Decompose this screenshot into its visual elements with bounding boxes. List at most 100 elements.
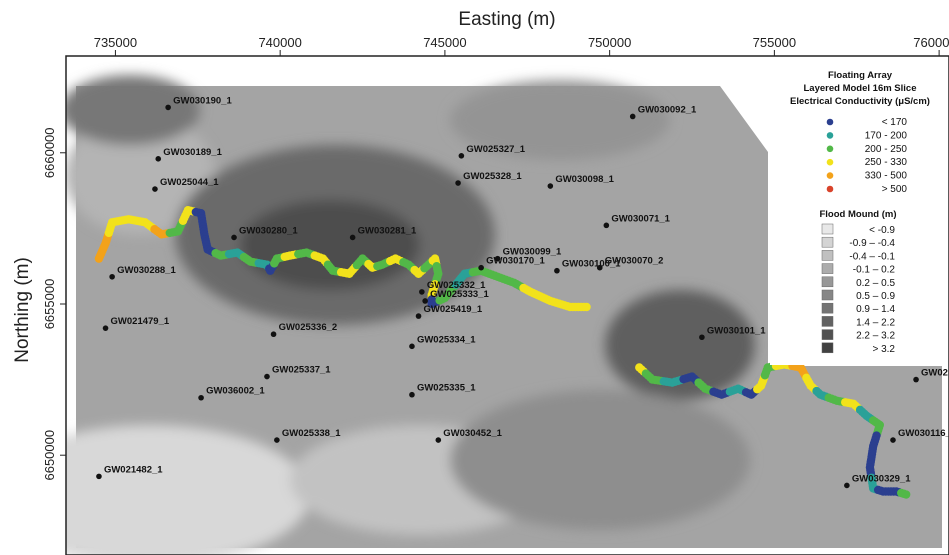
well-label: GW030101_1 xyxy=(707,325,766,336)
well-label: GW021479_1 xyxy=(111,316,170,327)
x-tick-label: 735000 xyxy=(94,35,137,50)
well-label: GW025335_1 xyxy=(417,383,476,394)
legend-title-line-1: Floating Array xyxy=(828,70,893,81)
well-marker xyxy=(102,325,109,331)
track-reading-eastern-reach xyxy=(901,490,911,499)
well-marker xyxy=(435,437,442,443)
y-axis-ticks: 6650000 6655000 6660000 xyxy=(42,127,66,481)
flood-mound-class-label: 0.5 – 0.9 xyxy=(856,291,895,302)
well-label: GW030100_1 xyxy=(562,259,621,270)
y-tick-label: 6650000 xyxy=(42,430,57,481)
well-marker xyxy=(231,234,237,241)
well-marker xyxy=(596,264,603,271)
well-marker xyxy=(699,334,705,341)
well-marker xyxy=(455,180,461,186)
legend-title-line-2: Layered Model 16m Slice xyxy=(804,83,917,94)
well-label: GW030280_1 xyxy=(239,225,298,236)
well-label: GW036002_1 xyxy=(206,386,265,397)
mound-low-west xyxy=(66,115,215,235)
well-label: GW025419_1 xyxy=(424,304,483,315)
well-marker xyxy=(152,186,158,192)
well-label: GW030281_1 xyxy=(358,225,417,236)
well-marker xyxy=(409,343,415,350)
well-label: GW025333_1 xyxy=(430,289,489,300)
well-label: GW025215_1 xyxy=(921,368,949,379)
well-label: GW030190_1 xyxy=(173,95,232,106)
x-tick-label: 755000 xyxy=(753,35,796,50)
flood-mound-class-label: 1.4 – 2.2 xyxy=(856,317,895,328)
well-label: GW030189_1 xyxy=(163,147,222,158)
x-tick-label: 745000 xyxy=(423,35,466,50)
well-marker xyxy=(415,313,422,319)
mound-peak-central xyxy=(240,200,420,290)
flood-mound-swatch xyxy=(821,342,834,354)
flood-mound-class-label: < -0.9 xyxy=(869,225,895,236)
well-label: GW030092_1 xyxy=(638,104,697,115)
survey-tracks xyxy=(94,206,911,499)
flood-mound-class-label: -0.9 – -0.4 xyxy=(849,238,895,249)
well-marker xyxy=(844,482,850,489)
mound-lowland-southwest xyxy=(66,425,310,555)
well-label: GW025328_1 xyxy=(463,171,522,182)
flood-mound-class-label: > 3.2 xyxy=(872,344,895,355)
well-marker xyxy=(554,267,560,274)
map-frame xyxy=(65,55,949,555)
well-label: GW030098_1 xyxy=(555,174,614,185)
well-label: GW025332_1 xyxy=(427,280,486,291)
x-tick-label: 750000 xyxy=(588,35,631,50)
x-axis-title: Easting (m) xyxy=(458,9,555,30)
flood-mound-class-label: 0.2 – 0.5 xyxy=(856,278,895,289)
well-marker xyxy=(349,234,356,241)
well-label: GW030170_1 xyxy=(486,256,545,267)
monitoring-wells: GW030190_1 GW030092_1 GW025327_1 GW030189_1… xyxy=(96,95,949,489)
conductivity-swatch xyxy=(826,185,834,193)
y-axis-title: Northing (m) xyxy=(12,257,33,363)
legend: Floating Array Layered Model 16m Slice E… xyxy=(770,60,946,365)
well-label: GW030329_1 xyxy=(852,473,911,484)
well-marker xyxy=(422,298,428,304)
mound-high-northwest xyxy=(66,75,200,145)
well-marker xyxy=(603,222,610,229)
mound-mid-south xyxy=(450,390,750,530)
conductivity-swatch xyxy=(826,132,834,139)
flood-mound-class-label: 2.2 – 3.2 xyxy=(856,331,895,342)
mound-mid-northeast xyxy=(450,80,670,160)
well-label: GW025044_1 xyxy=(160,177,219,188)
conductivity-swatch xyxy=(826,172,834,179)
flood-mound-class-label: -0.1 – 0.2 xyxy=(853,265,896,276)
x-tick-label: 740000 xyxy=(258,35,301,50)
well-marker xyxy=(198,394,204,401)
well-marker xyxy=(419,289,425,295)
well-label: GW030070_2 xyxy=(605,256,664,267)
well-marker xyxy=(264,373,270,380)
well-marker xyxy=(270,331,277,338)
flood-mound-swatch xyxy=(821,250,834,261)
well-label: GW030288_1 xyxy=(117,265,176,276)
well-label: GW030452_1 xyxy=(443,428,502,439)
well-label: GW021482_1 xyxy=(104,464,163,475)
well-label: GW025338_1 xyxy=(282,428,341,439)
conductivity-swatch xyxy=(826,158,834,166)
well-marker xyxy=(165,104,171,111)
legend-background xyxy=(770,60,946,365)
well-label: GW025336_2 xyxy=(279,322,338,333)
conductivity-swatch xyxy=(826,145,834,153)
conductivity-class-label: > 500 xyxy=(882,184,908,195)
well-label: GW030099_1 xyxy=(503,247,562,258)
flood-mound-legend-title: Flood Mound (m) xyxy=(819,209,896,220)
conductivity-class-label: < 170 xyxy=(882,117,908,128)
well-label: GW025327_1 xyxy=(466,144,525,155)
flood-mound-swatch xyxy=(821,316,834,327)
well-marker xyxy=(494,255,501,262)
well-marker xyxy=(274,437,280,443)
well-marker xyxy=(629,113,636,120)
flood-mound-swatch xyxy=(821,289,834,301)
flood-mound-legend: < -0.9 -0.9 – -0.4 -0.4 – -0.1 -0.1 – 0.2 0.… xyxy=(821,223,896,355)
flood-mound-surface xyxy=(66,75,942,555)
well-label: GW030116_1 xyxy=(898,428,949,439)
well-marker xyxy=(478,264,484,271)
conductivity-legend: < 170 170 - 200 200 - 250 250 - 330 330 - 50… xyxy=(826,117,908,195)
well-label: GW025334_1 xyxy=(417,334,476,345)
y-tick-label: 6660000 xyxy=(42,127,57,178)
